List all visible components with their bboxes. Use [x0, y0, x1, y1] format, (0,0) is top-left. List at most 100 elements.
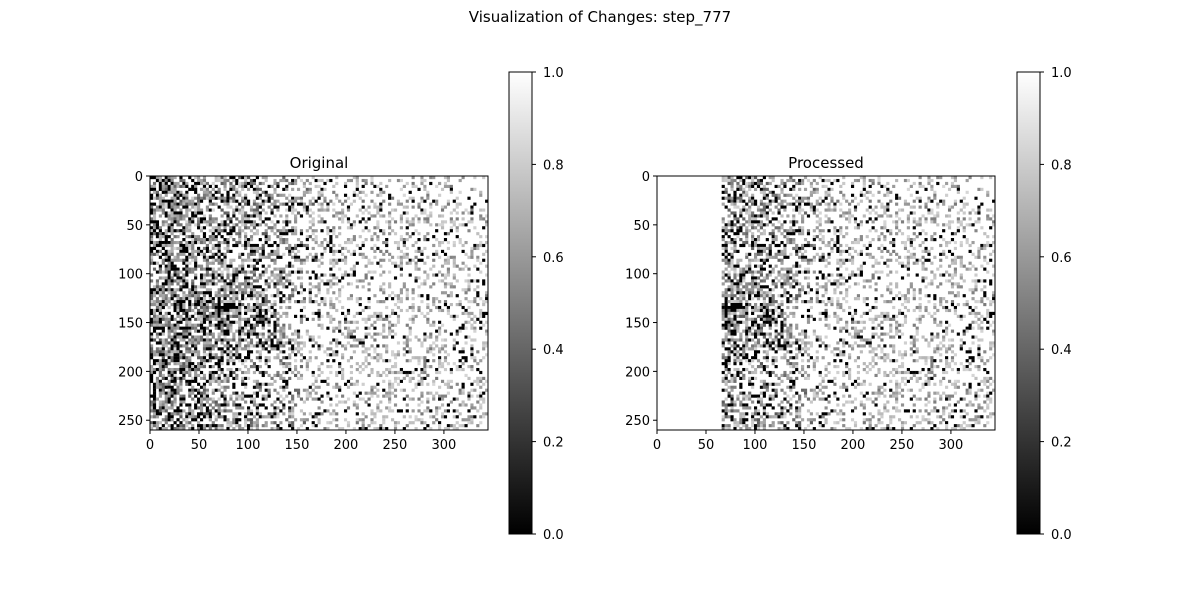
heatmap-cell	[388, 258, 392, 262]
heatmap-cell	[296, 202, 301, 206]
heatmap-cell	[343, 246, 348, 251]
heatmap-cell	[774, 235, 778, 239]
heatmap-cell	[332, 208, 336, 212]
heatmap-cell	[470, 365, 474, 369]
heatmap-cell	[291, 409, 295, 413]
heatmap-cell	[432, 264, 436, 268]
heatmap-cell	[352, 190, 356, 194]
heatmap-cell	[329, 370, 333, 375]
heatmap-cell	[158, 238, 162, 242]
heatmap-cell	[476, 376, 480, 380]
heatmap-cell	[924, 205, 928, 209]
heatmap-cell	[229, 329, 233, 333]
heatmap-cell	[261, 232, 265, 236]
heatmap-cell	[223, 300, 227, 304]
heatmap-cell	[349, 273, 353, 277]
heatmap-cell	[194, 238, 198, 242]
heatmap-cell	[199, 273, 204, 277]
heatmap-cell	[473, 379, 477, 383]
heatmap-cell	[399, 288, 403, 292]
heatmap-cell	[989, 226, 993, 230]
heatmap-cell	[391, 350, 395, 354]
heatmap-cell	[815, 190, 819, 194]
heatmap-cell	[161, 424, 165, 428]
heatmap-cell	[343, 199, 348, 203]
heatmap-cell	[320, 252, 324, 256]
heatmap-cell	[191, 235, 195, 239]
heatmap-cell	[461, 388, 465, 392]
heatmap-cell	[279, 276, 283, 280]
heatmap-cell	[420, 252, 424, 256]
heatmap-cell	[244, 338, 248, 342]
heatmap-cell	[191, 376, 195, 380]
heatmap-cell	[335, 353, 339, 357]
heatmap-cell	[768, 199, 772, 203]
heatmap-cell	[167, 229, 171, 233]
heatmap-cell	[176, 320, 180, 324]
heatmap-cell	[812, 190, 816, 194]
heatmap-cell	[288, 249, 292, 253]
heatmap-cell	[370, 199, 374, 203]
heatmap-cell	[859, 193, 863, 197]
heatmap-cell	[367, 305, 371, 310]
heatmap-cell	[455, 427, 459, 431]
x-tick-label: 250	[383, 438, 408, 453]
heatmap-cell	[179, 229, 183, 233]
heatmap-cell	[255, 267, 259, 271]
heatmap-cell	[880, 232, 884, 236]
heatmap-cell	[246, 285, 251, 289]
heatmap-cell	[220, 347, 224, 351]
heatmap-cell	[361, 255, 365, 259]
heatmap-cell	[420, 282, 424, 286]
heatmap-cell	[311, 238, 315, 242]
heatmap-cell	[317, 214, 321, 218]
heatmap-cell	[158, 314, 162, 318]
heatmap-cell	[485, 199, 489, 203]
heatmap-cell	[167, 388, 171, 392]
heatmap-cell	[246, 409, 251, 413]
heatmap-cell	[476, 409, 480, 413]
heatmap-cell	[382, 214, 386, 218]
heatmap-cell	[440, 344, 445, 348]
heatmap-cell	[980, 176, 984, 180]
heatmap-cell	[408, 235, 412, 239]
heatmap-cell	[241, 370, 245, 375]
heatmap-cell	[414, 214, 418, 218]
heatmap-cell	[179, 403, 183, 407]
heatmap-cell	[429, 181, 433, 186]
heatmap-cell	[320, 370, 324, 375]
heatmap-cell	[470, 367, 474, 372]
heatmap-cell	[214, 379, 218, 383]
heatmap-cell	[217, 338, 221, 342]
heatmap-cell	[411, 217, 415, 221]
heatmap-cell	[249, 223, 254, 227]
heatmap-cell	[443, 415, 448, 419]
heatmap-cell	[241, 181, 245, 186]
heatmap-cell	[276, 397, 280, 401]
heatmap-cell	[482, 279, 486, 283]
heatmap-cell	[261, 264, 265, 268]
heatmap-cell	[273, 373, 277, 378]
heatmap-cell	[205, 359, 209, 363]
heatmap-cell	[273, 273, 277, 277]
heatmap-cell	[343, 335, 348, 339]
heatmap-cell	[382, 252, 386, 256]
heatmap-cell	[238, 305, 242, 310]
heatmap-cell	[252, 365, 257, 369]
heatmap-cell	[261, 300, 265, 304]
heatmap-cell	[258, 370, 262, 375]
heatmap-cell	[208, 338, 212, 342]
heatmap-cell	[385, 344, 389, 348]
heatmap-cell	[164, 294, 168, 298]
heatmap-cell	[188, 362, 192, 366]
heatmap-cell	[179, 335, 183, 339]
heatmap-cell	[170, 338, 174, 342]
heatmap-cell	[194, 190, 198, 194]
heatmap-cell	[150, 273, 154, 277]
heatmap-cell	[842, 193, 846, 197]
heatmap-cell	[461, 323, 465, 327]
heatmap-cell	[199, 297, 204, 301]
heatmap-cell	[402, 347, 406, 351]
heatmap-cell	[388, 406, 392, 410]
heatmap-cell	[818, 202, 822, 206]
